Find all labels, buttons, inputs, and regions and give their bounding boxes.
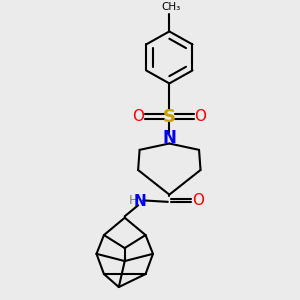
Text: O: O bbox=[132, 109, 144, 124]
Text: N: N bbox=[162, 129, 176, 147]
Text: S: S bbox=[163, 108, 176, 126]
Text: O: O bbox=[192, 193, 204, 208]
Text: H: H bbox=[128, 194, 138, 208]
Text: CH₃: CH₃ bbox=[161, 2, 180, 12]
Text: O: O bbox=[194, 109, 206, 124]
Text: N: N bbox=[133, 194, 146, 209]
